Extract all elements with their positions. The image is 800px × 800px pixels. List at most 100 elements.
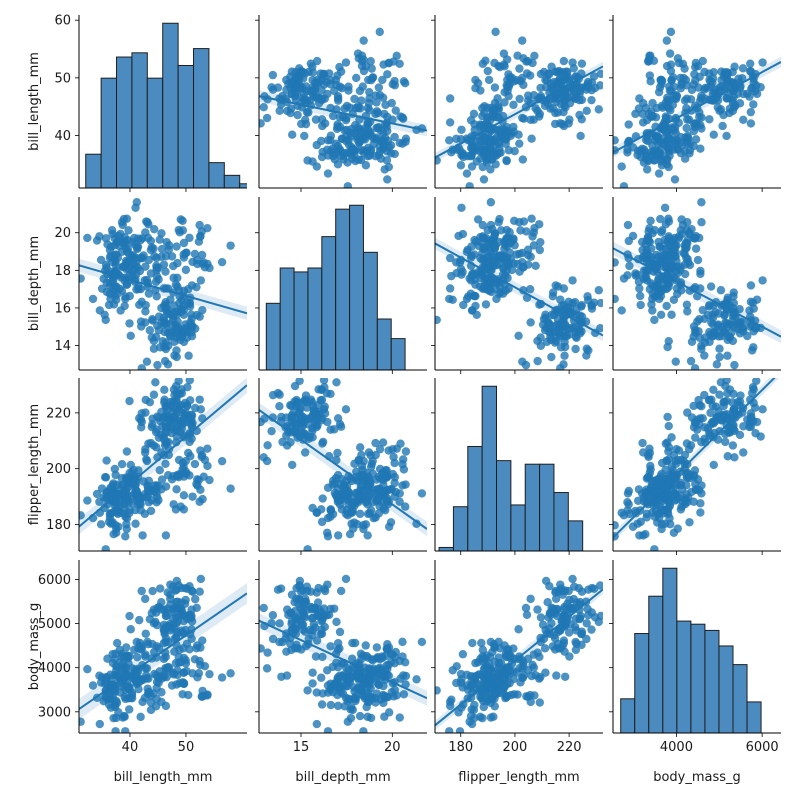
scatter-point xyxy=(479,175,489,184)
scatter-point xyxy=(337,505,347,514)
scatter-point xyxy=(648,476,657,486)
scatter-point xyxy=(457,203,466,212)
scatter-point xyxy=(613,294,619,304)
scatter-point xyxy=(318,121,327,131)
scatter-point xyxy=(735,99,745,108)
scatter-point xyxy=(114,501,124,511)
scatter-point xyxy=(716,105,726,114)
scatter-point xyxy=(103,654,112,663)
scatter-point xyxy=(324,69,334,78)
scatter-point xyxy=(262,113,272,123)
scatter-point xyxy=(355,711,365,721)
scatter-point xyxy=(371,438,380,448)
scatter-point xyxy=(340,702,349,711)
hist-bar xyxy=(746,701,762,733)
scatter-point xyxy=(694,83,703,92)
scatter-point xyxy=(533,648,542,657)
scatter-point xyxy=(168,397,178,406)
scatter-point xyxy=(667,433,676,442)
scatter-point xyxy=(525,285,535,294)
scatter-point xyxy=(226,669,235,678)
scatter-point xyxy=(477,132,487,141)
scatter-point xyxy=(515,64,524,73)
scatter-point xyxy=(378,75,387,85)
scatter-point xyxy=(649,155,659,165)
scatter-point xyxy=(594,617,603,627)
scatter-point xyxy=(540,644,550,653)
scatter-point xyxy=(468,306,477,315)
scatter-point xyxy=(273,585,283,594)
scatter-point xyxy=(161,338,171,347)
y-tick-label: 60 xyxy=(54,14,71,29)
scatter-point xyxy=(292,395,301,405)
regression-line xyxy=(613,378,776,539)
scatter-point xyxy=(519,263,528,272)
scatter-point xyxy=(739,422,748,431)
scatter-point xyxy=(717,411,726,420)
scatter-point xyxy=(613,136,619,145)
panel-body_mass_g-vs-bill_depth_mm: 15 20 xyxy=(255,560,427,755)
scatter-point xyxy=(525,690,535,700)
scatter-point xyxy=(518,155,528,164)
scatter-point xyxy=(682,103,691,113)
scatter-point xyxy=(194,237,204,246)
x-tick-label: 220 xyxy=(557,740,582,755)
scatter-point xyxy=(354,123,363,132)
scatter-point xyxy=(435,315,441,325)
scatter-point xyxy=(550,94,560,103)
scatter-point xyxy=(149,441,159,450)
scatter-point xyxy=(83,496,92,505)
scatter-point xyxy=(474,142,483,151)
scatter-point xyxy=(175,405,184,414)
scatter-point xyxy=(717,67,726,76)
scatter-point xyxy=(375,501,384,511)
scatter-point xyxy=(126,331,135,341)
scatter-point xyxy=(680,154,690,163)
scatter-point xyxy=(351,694,361,704)
scatter-point xyxy=(582,619,591,628)
hist-bar xyxy=(349,204,364,370)
scatter-point xyxy=(662,259,672,269)
scatter-point xyxy=(381,466,390,475)
scatter-point xyxy=(728,421,737,430)
scatter-point xyxy=(135,414,144,423)
scatter-point xyxy=(669,528,679,537)
hist-bar xyxy=(510,504,526,551)
scatter-point xyxy=(546,79,556,88)
scatter-point xyxy=(666,27,676,37)
scatter-point xyxy=(471,679,480,688)
scatter-point xyxy=(466,253,476,262)
scatter-point xyxy=(481,300,491,309)
hist-bar xyxy=(496,460,512,551)
scatter-point xyxy=(412,519,421,528)
scatter-point xyxy=(149,336,159,346)
x-tick-label: 20 xyxy=(384,740,401,755)
scatter-point xyxy=(401,78,410,88)
scatter-point xyxy=(648,255,657,265)
panel-flipper_length_mm-vs-bill_depth_mm xyxy=(255,378,427,555)
scatter-point xyxy=(101,260,111,270)
y-tick-label: 50 xyxy=(54,71,71,86)
scatter-point xyxy=(275,619,284,628)
scatter-point xyxy=(342,125,352,135)
scatter-point xyxy=(503,82,512,91)
scatter-point xyxy=(179,679,189,688)
scatter-point xyxy=(502,156,511,166)
y-tick-label: 4000 xyxy=(38,661,71,676)
scatter-point xyxy=(190,459,200,469)
scatter-point xyxy=(187,331,197,341)
scatter-point xyxy=(515,139,524,148)
scatter-point xyxy=(642,513,651,522)
scatter-point xyxy=(126,460,135,470)
scatter-point xyxy=(569,64,578,73)
scatter-point xyxy=(307,397,317,406)
scatter-point xyxy=(589,72,599,81)
scatter-point xyxy=(332,378,341,387)
scatter-point xyxy=(547,310,556,320)
scatter-point xyxy=(648,508,657,517)
scatter-point xyxy=(559,284,569,293)
scatter-point xyxy=(552,671,561,680)
scatter-point xyxy=(332,658,341,667)
scatter-point xyxy=(486,140,495,149)
scatter-point xyxy=(187,281,197,290)
